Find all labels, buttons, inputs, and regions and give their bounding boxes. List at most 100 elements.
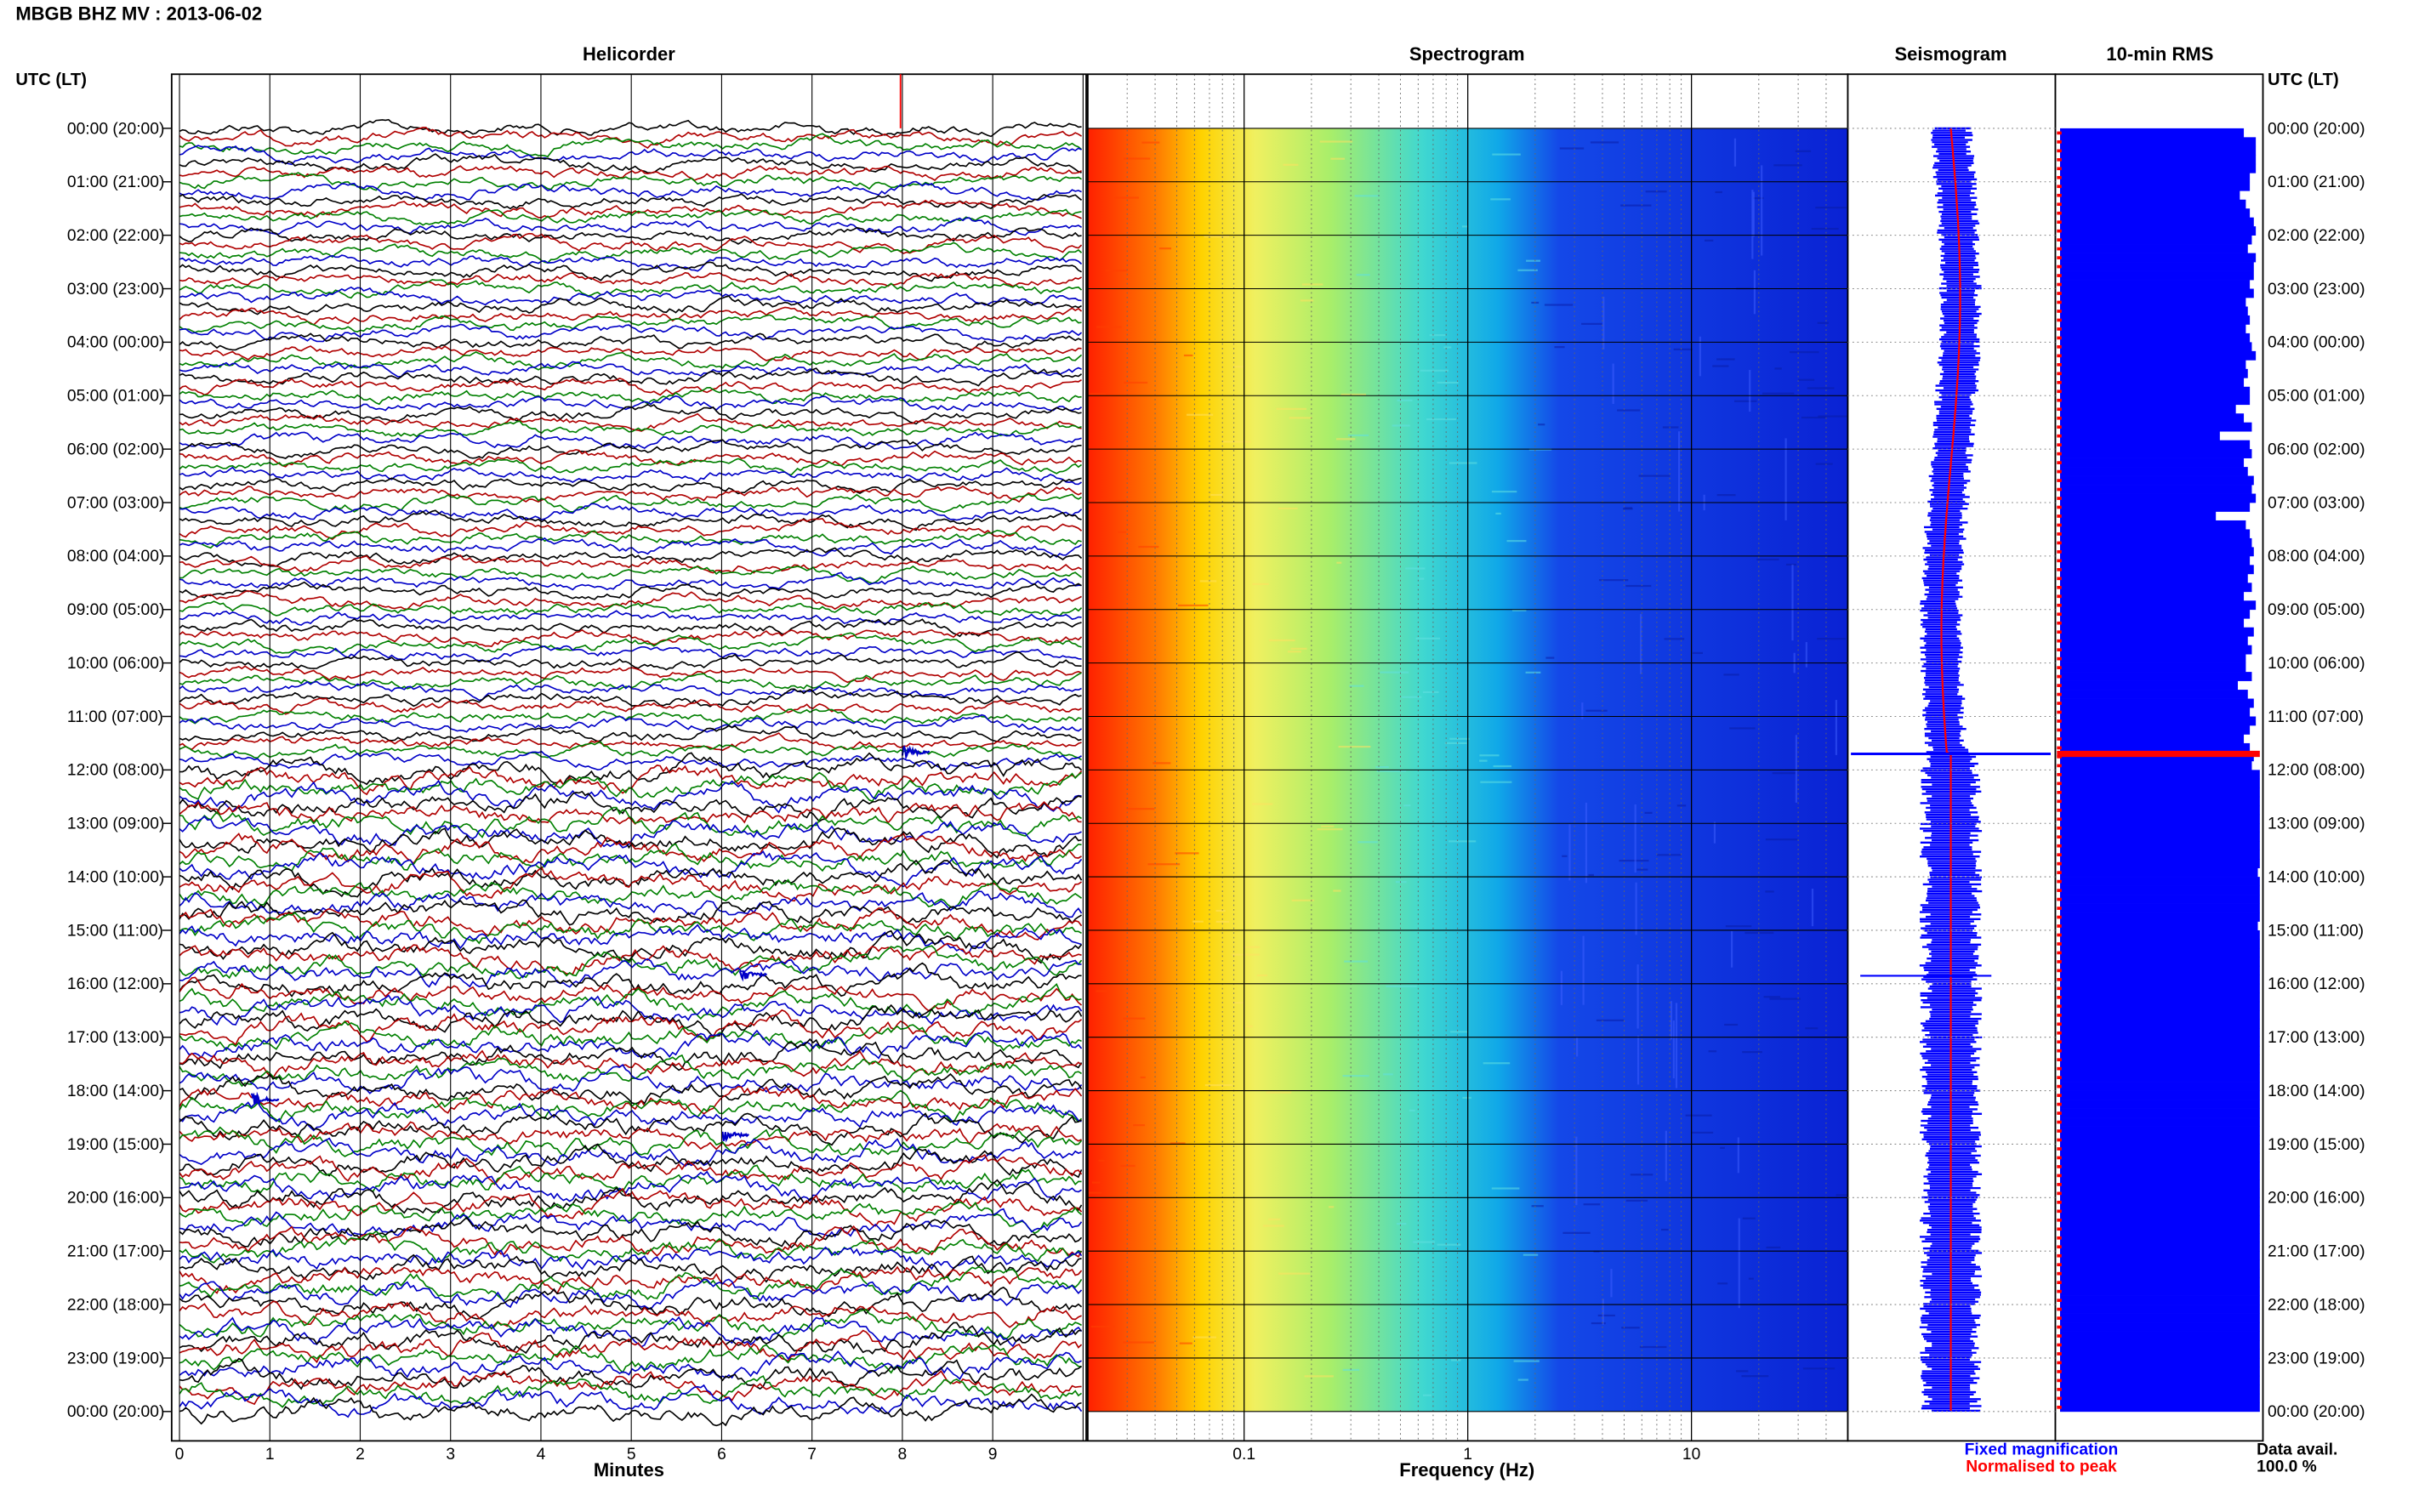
spectrogram-streak [1141, 141, 1160, 144]
rms-avail-marker [2057, 1378, 2062, 1383]
helicorder-trace [179, 1201, 1083, 1235]
helicorder-trace [179, 571, 1082, 591]
spectrogram-streak [1199, 580, 1217, 583]
rms-bar [2059, 983, 2260, 993]
spectrogram-streak [1493, 765, 1512, 768]
spectrogram-tick-label: 0.1 [1232, 1446, 1255, 1464]
spectrogram-streak [1449, 1031, 1469, 1033]
spectrogram-streak [1118, 531, 1127, 533]
spectrogram-streak [1670, 1001, 1673, 1040]
spectrogram-streak [1791, 564, 1794, 641]
helicorder-trace [179, 333, 1082, 351]
rms-avail-marker [2057, 1191, 2062, 1196]
spectrogram-streak [1729, 727, 1756, 730]
helicorder-trace [179, 1225, 1083, 1259]
rms-avail-marker [2057, 1094, 2062, 1097]
spectrogram-streak [1585, 802, 1588, 884]
hour-label: 10:00 (06:00) [67, 655, 164, 673]
rms-bar [2059, 1028, 2260, 1038]
rms-avail-marker [2057, 879, 2062, 884]
spectrogram-streak [1752, 191, 1755, 237]
rms-bar [2059, 573, 2248, 583]
spectrogram-streak [1420, 369, 1449, 372]
rms-avail-marker [2057, 861, 2062, 866]
spectrogram-streak [1330, 157, 1346, 160]
spectrogram-streak [1415, 637, 1441, 639]
helicorder-tick-label: 5 [627, 1446, 636, 1464]
spectrogram-streak [1636, 868, 1648, 871]
rms-avail-marker [2057, 702, 2062, 705]
helicorder-trace [179, 242, 1083, 264]
spectrogram-streak [1699, 336, 1701, 377]
spectrogram-streak [1105, 270, 1128, 272]
spectrogram-streak [1357, 841, 1378, 844]
rms-bar [2059, 537, 2252, 548]
spectrogram-streak [1736, 1370, 1749, 1373]
helicorder-trace [179, 1265, 1083, 1295]
spectrogram-streak [1676, 804, 1687, 807]
helicorder-trace [179, 725, 1082, 743]
spectrogram-streak [1336, 561, 1342, 564]
spectrogram-streak [1158, 247, 1172, 250]
rms-avail-marker [2057, 229, 2062, 233]
spectrogram-streak [1635, 882, 1637, 935]
rms-avail-marker [2057, 1031, 2062, 1035]
helicorder-event [721, 1131, 749, 1143]
rms-avail-marker [2057, 933, 2062, 937]
helicorder-trace [179, 1037, 1083, 1071]
spectrogram-streak [1811, 888, 1814, 927]
helicorder-tick-label: 9 [988, 1446, 998, 1464]
helicorder-trace [179, 899, 1082, 926]
spectrogram-streak [1576, 1036, 1579, 1057]
hour-label: 22:00 (18:00) [67, 1297, 164, 1315]
spectrogram-streak [1761, 165, 1763, 256]
hour-label: 23:00 (19:00) [2268, 1350, 2365, 1367]
spectrogram-streak [1147, 863, 1181, 866]
rms-avail-marker [2057, 782, 2062, 786]
spectrogram-streak [1765, 890, 1774, 893]
rms-bar [2059, 342, 2252, 352]
helicorder-trace [179, 199, 1082, 219]
helicorder-trace [179, 509, 1082, 531]
rms-bar [2059, 1224, 2260, 1234]
helicorder-trace [179, 645, 1082, 662]
rms-avail-marker [2057, 657, 2062, 661]
rms-bar [2059, 493, 2257, 503]
hour-label: 13:00 (09:00) [2268, 816, 2365, 833]
rms-bar [2059, 449, 2252, 458]
rms-avail-marker [2057, 1370, 2062, 1373]
rms-avail-marker [2057, 674, 2062, 679]
helicorder-trace [179, 942, 1082, 975]
helicorder-trace [179, 554, 1082, 574]
rms-avail-marker [2057, 149, 2062, 153]
seismogram-title: Seismogram [1894, 43, 2006, 65]
rms-bar [2059, 1054, 2260, 1065]
spectrogram-streak [1449, 737, 1470, 740]
spectrogram-streak [1835, 700, 1837, 755]
helicorder-trace [179, 133, 1083, 158]
rms-avail-marker [2057, 1263, 2062, 1267]
rms-avail-marker [2057, 790, 2062, 794]
helicorder-trace [179, 431, 1082, 450]
rms-avail-marker [2057, 1022, 2062, 1026]
helicorder-title: Helicorder [583, 43, 675, 65]
spectrogram-streak [1708, 1050, 1717, 1053]
rms-avail-marker [2057, 264, 2062, 269]
spectrogram-streak [1222, 441, 1251, 443]
spectrogram-streak [1602, 296, 1605, 350]
spectrogram-streak [1673, 348, 1693, 350]
helicorder-trace [179, 1375, 1083, 1408]
rms-bar [2059, 1313, 2260, 1323]
rms-bar [2059, 1349, 2260, 1359]
spectrogram-streak [1276, 407, 1306, 410]
helicorder-trace [179, 1265, 1083, 1302]
helicorder-trace [179, 806, 1082, 838]
rms-avail-marker [2057, 1040, 2062, 1044]
rms-bar [2059, 244, 2248, 253]
hour-label: 00:00 (20:00) [2268, 1403, 2365, 1421]
rms-avail-marker [2057, 1289, 2062, 1293]
rms-bar [2059, 947, 2260, 958]
rms-avail-marker [2057, 684, 2062, 687]
rms-bar [2059, 280, 2251, 289]
spectrogram-title: Spectrogram [1409, 43, 1525, 65]
